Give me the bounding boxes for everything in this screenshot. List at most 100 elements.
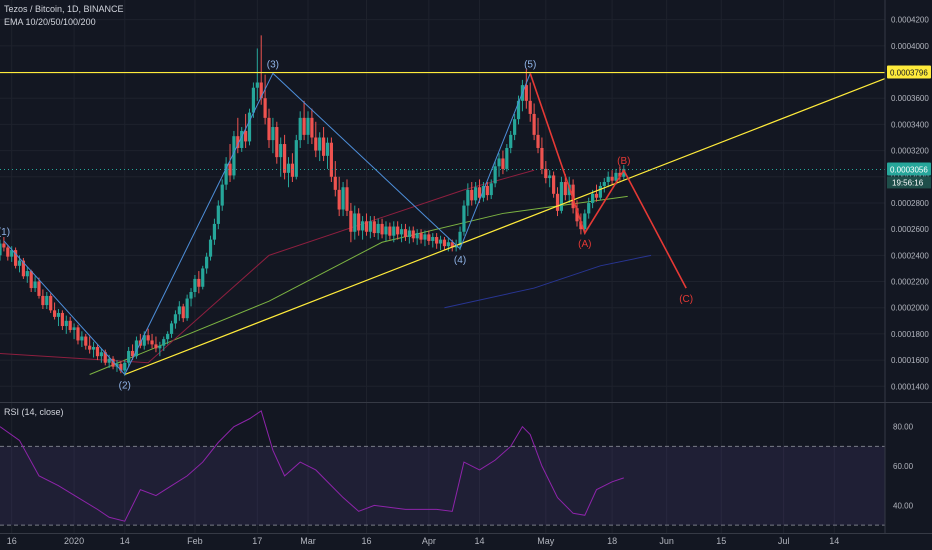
- countdown-label: 19:56:16: [892, 178, 924, 187]
- candle-body: [6, 247, 10, 257]
- y-tick-label: 0.0001600: [891, 356, 929, 365]
- candle-body: [29, 271, 33, 289]
- candle-body: [263, 98, 267, 118]
- candle-body: [474, 187, 478, 201]
- candle-body: [364, 221, 369, 232]
- y-tick-label: 0.0004000: [891, 42, 929, 51]
- candle-body: [216, 205, 220, 224]
- candle-body: [470, 189, 474, 201]
- candle-body: [37, 281, 41, 296]
- candle-body: [177, 306, 181, 315]
- last-price-tag: 0.0003056: [890, 165, 928, 174]
- wave-label: (A): [578, 239, 591, 250]
- candle-body: [259, 82, 263, 99]
- wave-label: (5): [524, 59, 536, 70]
- candle-body: [130, 350, 135, 357]
- candle-body: [271, 127, 275, 141]
- candle-body: [590, 193, 595, 203]
- candle-body: [181, 306, 185, 319]
- y-tick-label: 0.0003400: [891, 120, 929, 129]
- candle-body: [224, 163, 228, 185]
- candle-body: [60, 312, 64, 327]
- candle-body: [614, 172, 618, 181]
- x-tick-label: 14: [475, 536, 485, 546]
- candle-body: [622, 168, 626, 177]
- ema-line: [89, 195, 628, 375]
- candle-body: [314, 137, 318, 151]
- candle-body: [368, 221, 372, 232]
- candle-body: [349, 210, 353, 232]
- candle-body: [372, 221, 376, 234]
- rsi-pane: [0, 410, 885, 526]
- y-tick-label: 0.0002400: [891, 251, 929, 260]
- candle-body: [154, 344, 158, 349]
- candle-body: [384, 226, 388, 235]
- candle-body: [286, 163, 291, 173]
- candle-body: [446, 242, 450, 247]
- candle-body: [618, 172, 622, 177]
- rsi-legend[interactable]: RSI (14, close): [4, 407, 64, 417]
- candle-body: [411, 230, 415, 239]
- x-tick-label: 14: [829, 536, 839, 546]
- candle-body: [341, 187, 345, 210]
- candle-body: [205, 256, 209, 269]
- candle-body: [64, 320, 68, 327]
- candle-body: [103, 352, 107, 363]
- candle-body: [497, 158, 501, 167]
- candle-body: [559, 182, 564, 211]
- candle-body: [415, 233, 419, 239]
- candle-body: [325, 142, 330, 156]
- wave-label: (4): [454, 255, 466, 266]
- candle-body: [345, 187, 349, 211]
- resistance-price-tag-bg: [887, 65, 931, 79]
- candle-body: [516, 100, 521, 120]
- candle-body: [166, 333, 170, 340]
- y-tick-label: 0.0004200: [891, 16, 929, 25]
- candle-body: [466, 189, 470, 206]
- x-tick-label: Mar: [300, 536, 316, 546]
- wave-label: (2): [119, 381, 131, 392]
- candle-body: [33, 281, 37, 289]
- wave-label: (3): [267, 59, 279, 70]
- candle-body: [310, 117, 314, 138]
- candle-body: [552, 175, 556, 194]
- candle-body: [407, 230, 411, 238]
- candle-body: [17, 260, 22, 266]
- candle-body: [275, 127, 279, 158]
- candle-body: [399, 229, 404, 235]
- candle-body: [513, 119, 517, 135]
- y-tick-label: 0.0001400: [891, 382, 929, 391]
- x-tick-label: 17: [252, 536, 262, 546]
- candle-body: [279, 144, 283, 158]
- x-tick-label: 2020: [64, 536, 84, 546]
- x-tick-label: 16: [361, 536, 371, 546]
- candle-body: [563, 182, 567, 196]
- wave-label: (C): [679, 294, 693, 305]
- candle-body: [169, 323, 174, 334]
- x-tick-label: 16: [7, 536, 17, 546]
- candle-body: [56, 312, 61, 317]
- candle-body: [454, 244, 458, 248]
- candle-body: [111, 358, 115, 367]
- resistance-price-tag: 0.0003796: [890, 69, 928, 78]
- candle-body: [119, 364, 123, 371]
- x-tick-label: Feb: [187, 536, 203, 546]
- ema-line: [444, 254, 652, 309]
- y-tick-label: 0.0001800: [891, 330, 929, 339]
- candle-body: [99, 352, 103, 357]
- ema-legend[interactable]: EMA 10/20/50/100/200: [4, 17, 96, 27]
- candle-body: [357, 213, 361, 231]
- candle-body: [380, 223, 384, 235]
- candle-body: [13, 250, 18, 266]
- candle-body: [509, 134, 513, 148]
- candle-body: [283, 144, 287, 173]
- candle-body: [2, 243, 6, 248]
- candle-body: [575, 208, 579, 222]
- candle-body: [536, 134, 540, 148]
- candle-body: [208, 239, 213, 257]
- symbol-title[interactable]: Tezos / Bitcoin, 1D, BINANCE: [4, 4, 124, 14]
- candle-body: [142, 335, 146, 346]
- rsi-line: [0, 410, 624, 522]
- candle-body: [236, 136, 240, 148]
